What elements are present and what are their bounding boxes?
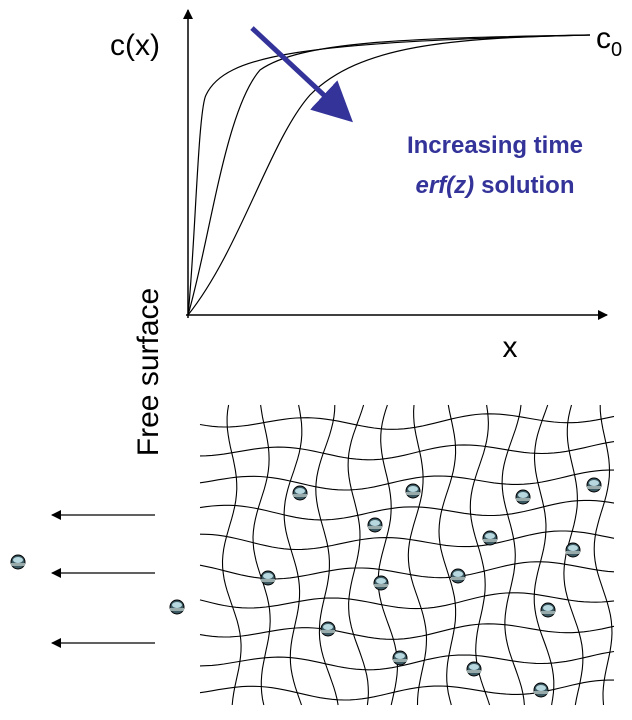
atom-band [587, 486, 601, 489]
lattice-column [470, 405, 489, 705]
lattice-column [316, 405, 338, 705]
atom [587, 478, 601, 492]
atom [170, 600, 184, 614]
atom [374, 576, 388, 590]
atom-highlight [376, 578, 386, 584]
atom [321, 622, 335, 636]
atom-band [261, 579, 275, 582]
lattice-row [200, 624, 614, 640]
atom-highlight [589, 480, 599, 486]
atom [11, 555, 25, 569]
atom-highlight [543, 605, 553, 611]
atom-highlight [395, 653, 405, 659]
lattice-column [594, 405, 612, 705]
axes [186, 10, 607, 318]
annotation-line2: erf(z)solution [416, 172, 575, 199]
c0-main: c [596, 22, 611, 55]
atom [393, 651, 407, 665]
atom-highlight [13, 557, 23, 563]
atom [293, 486, 307, 500]
lattice-column [348, 405, 368, 705]
lattice-column [284, 405, 302, 705]
atom-band [406, 492, 420, 495]
c0-label: c0 [596, 22, 622, 61]
diagram: c(x) c0 Increasing time erf(z)solution x… [0, 0, 632, 715]
atom-highlight [263, 573, 273, 579]
c0-subscript: 0 [611, 39, 622, 61]
atom-band [483, 539, 497, 542]
atom [534, 683, 548, 697]
atom [406, 484, 420, 498]
lattice-row [200, 500, 614, 520]
atom-highlight [172, 602, 182, 608]
atom-band [566, 551, 580, 554]
atom-band [293, 494, 307, 497]
atom-band [368, 526, 382, 529]
atom-band [534, 691, 548, 694]
atom [483, 531, 497, 545]
lattice-row [200, 442, 614, 460]
atom-highlight [536, 685, 546, 691]
atom-band [11, 563, 25, 566]
atom [368, 518, 382, 532]
atom [541, 603, 555, 617]
atom-band [321, 630, 335, 633]
atom [467, 662, 481, 676]
lattice-column [223, 405, 242, 705]
atom-highlight [453, 571, 463, 577]
atom-highlight [485, 533, 495, 539]
surface-label: Free surface [132, 288, 165, 456]
atom [451, 569, 465, 583]
flux-arrows [52, 515, 155, 643]
lattice-column [439, 405, 456, 705]
lattice-row [200, 531, 614, 550]
atom [261, 571, 275, 585]
y-axis-label: c(x) [110, 29, 160, 62]
lattice-column [253, 405, 270, 705]
lattice-column [534, 405, 554, 705]
atom-highlight [408, 486, 418, 492]
atom-highlight [370, 520, 380, 526]
atom-band [541, 611, 555, 614]
x-axis-label: x [503, 331, 518, 364]
atom-band [467, 670, 481, 673]
annotation-solution: solution [481, 172, 574, 199]
atom-band [393, 659, 407, 662]
atom-highlight [295, 488, 305, 494]
atom-band [170, 608, 184, 611]
atom-band [516, 498, 530, 501]
atom-highlight [518, 492, 528, 498]
atom-band [451, 577, 465, 580]
atom-highlight [568, 545, 578, 551]
annotation-erf: erf(z) [416, 172, 475, 199]
atom-band [374, 584, 388, 587]
time-arrow [252, 28, 342, 112]
atom [516, 490, 530, 504]
atom-highlight [469, 664, 479, 670]
atom-highlight [323, 624, 333, 630]
annotation-line1: Increasing time [407, 132, 583, 159]
atoms [11, 478, 601, 697]
atom [566, 543, 580, 557]
